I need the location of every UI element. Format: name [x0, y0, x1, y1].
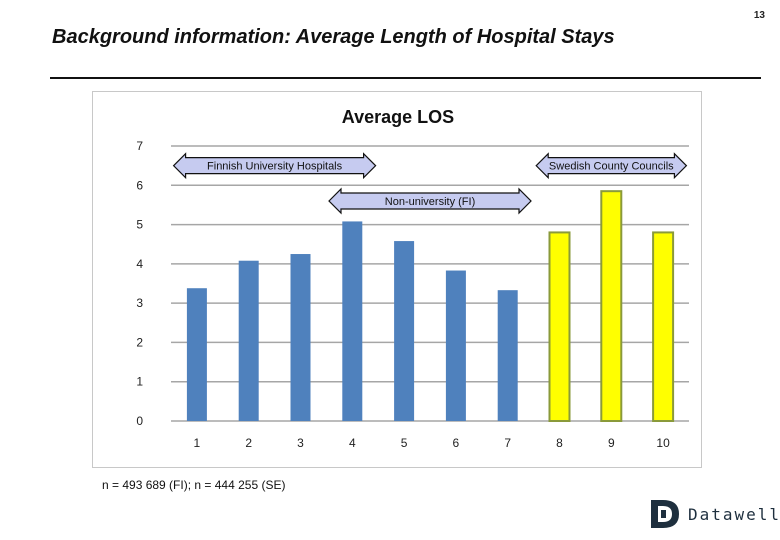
annotation-label: Finnish University Hospitals [207, 161, 343, 173]
x-tick-label: 10 [656, 436, 670, 450]
bar-3 [290, 254, 311, 421]
chart-title: Average LOS [342, 107, 454, 127]
bar-4 [342, 221, 363, 421]
annotation-label: Swedish County Councils [549, 161, 674, 173]
annotations: Finnish University Hospitals Swedish Coun… [172, 152, 688, 215]
title-divider [50, 77, 761, 79]
annotation-arrow [328, 187, 532, 215]
bar-8 [548, 231, 571, 422]
annotation-label: Non-university (FI) [385, 196, 475, 208]
x-tick-label: 4 [349, 436, 356, 450]
x-tick-label: 3 [297, 436, 304, 450]
x-tick-label: 2 [245, 436, 252, 450]
bar-6 [445, 270, 466, 421]
x-tick-label: 1 [194, 436, 201, 450]
y-tick-label: 1 [136, 375, 143, 389]
bar-2 [238, 260, 259, 421]
bar-9 [600, 190, 623, 422]
y-tick-label: 4 [136, 257, 143, 271]
x-tick-label: 6 [453, 436, 460, 450]
x-tick-label: 7 [504, 436, 511, 450]
y-tick-label: 5 [136, 218, 143, 232]
y-tick-label: 3 [136, 296, 143, 310]
x-tick-label: 9 [608, 436, 615, 450]
page-title: Background information: Average Length o… [52, 26, 615, 48]
y-tick-label: 6 [136, 178, 143, 192]
y-tick-label: 0 [136, 414, 143, 428]
page-number: 13 [753, 10, 765, 21]
datawell-logo-icon [651, 500, 679, 528]
annotation-arrow [172, 152, 377, 180]
average-los-chart: Average LOS 0 1 2 3 4 5 6 7 1 2 3 4 5 6 7 8 9 10 Finnish… [136, 107, 689, 450]
y-tick-label: 2 [136, 335, 143, 349]
bar-1 [186, 288, 207, 421]
bar-5 [394, 241, 415, 421]
bars [186, 190, 675, 422]
annotation-arrow [535, 152, 688, 180]
bar-7 [497, 290, 518, 421]
x-tick-label: 8 [556, 436, 563, 450]
x-tick-label: 5 [401, 436, 408, 450]
x-tick-labels: 1 2 3 4 5 6 7 8 9 10 [194, 436, 671, 450]
y-tick-label: 7 [136, 139, 143, 153]
sample-size-footnote: n = 493 689 (FI); n = 444 255 (SE) [102, 478, 286, 492]
y-tick-labels: 0 1 2 3 4 5 6 7 [136, 139, 143, 428]
bar-10 [652, 231, 675, 422]
logo-wordmark: Datawell [688, 505, 780, 524]
datawell-logo: Datawell [648, 497, 779, 531]
chart-frame: Average LOS 0 1 2 3 4 5 6 7 1 2 3 4 5 6 7 8 9 10 Finnish… [92, 91, 702, 468]
